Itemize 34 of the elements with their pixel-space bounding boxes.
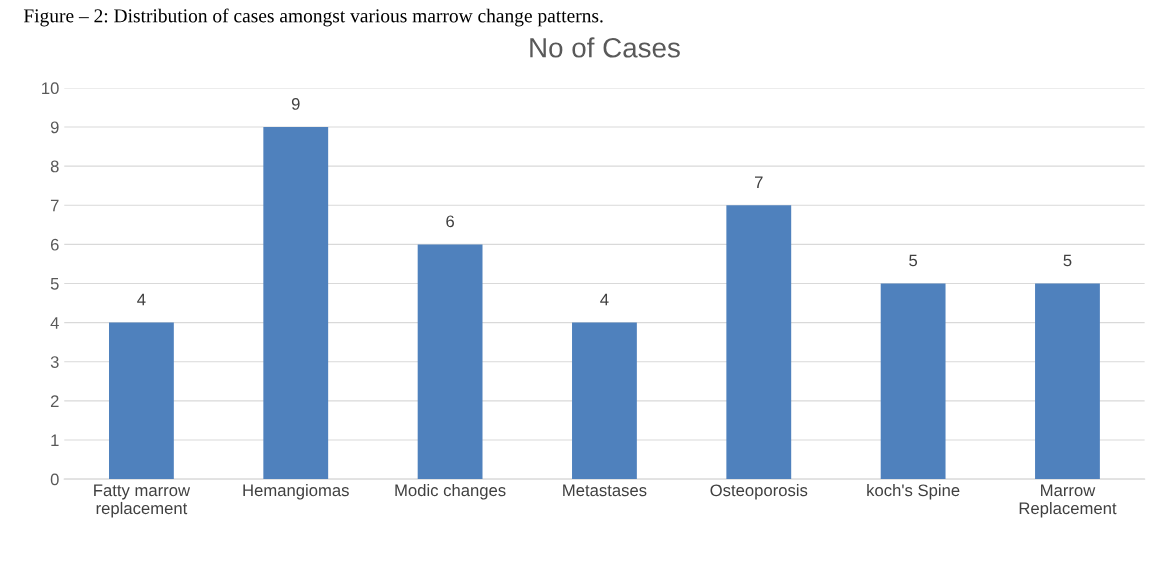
data-label: 4 (137, 293, 146, 306)
y-tick-label: 1 (51, 434, 59, 447)
bar (263, 127, 329, 480)
bar (109, 322, 174, 480)
bar (726, 205, 792, 480)
y-tick-label: 4 (50, 317, 59, 329)
x-tick-label: koch's Spine (867, 483, 960, 500)
y-tick-label: 8 (50, 160, 59, 173)
y-tick-label: 2 (50, 395, 59, 407)
bar (417, 244, 483, 480)
data-label: 5 (909, 254, 918, 267)
y-tick-label: 5 (50, 278, 59, 290)
x-tick-label: Marrow Replacement (1019, 484, 1117, 518)
bar (572, 322, 637, 480)
data-label: 7 (755, 176, 763, 188)
bar (880, 283, 946, 480)
y-tick-label: 0 (50, 473, 59, 486)
y-tick-label: 3 (50, 356, 59, 368)
text: Figure – 2: Distribution of cases amongst various marrow change patterns. (23, 8, 603, 27)
data-label: 9 (291, 98, 300, 110)
x-tick-label: Hemangiomas (243, 483, 349, 500)
data-label: 6 (446, 215, 454, 228)
bar (1035, 283, 1100, 480)
data-label: 5 (1063, 254, 1072, 267)
y-tick-label: 10 (42, 82, 59, 95)
y-tick-label: 7 (50, 199, 59, 212)
data-label: 4 (600, 293, 609, 306)
x-tick-label: Osteoporosis (710, 483, 808, 500)
x-tick-label: Modic changes (395, 483, 506, 500)
y-tick-label: 9 (50, 121, 59, 134)
chart-title: No of Cases (530, 37, 680, 58)
x-tick-label: Metastases (563, 484, 647, 497)
y-tick-label: 6 (50, 238, 59, 251)
x-tick-label: Fatty marrow replacement (94, 484, 191, 518)
